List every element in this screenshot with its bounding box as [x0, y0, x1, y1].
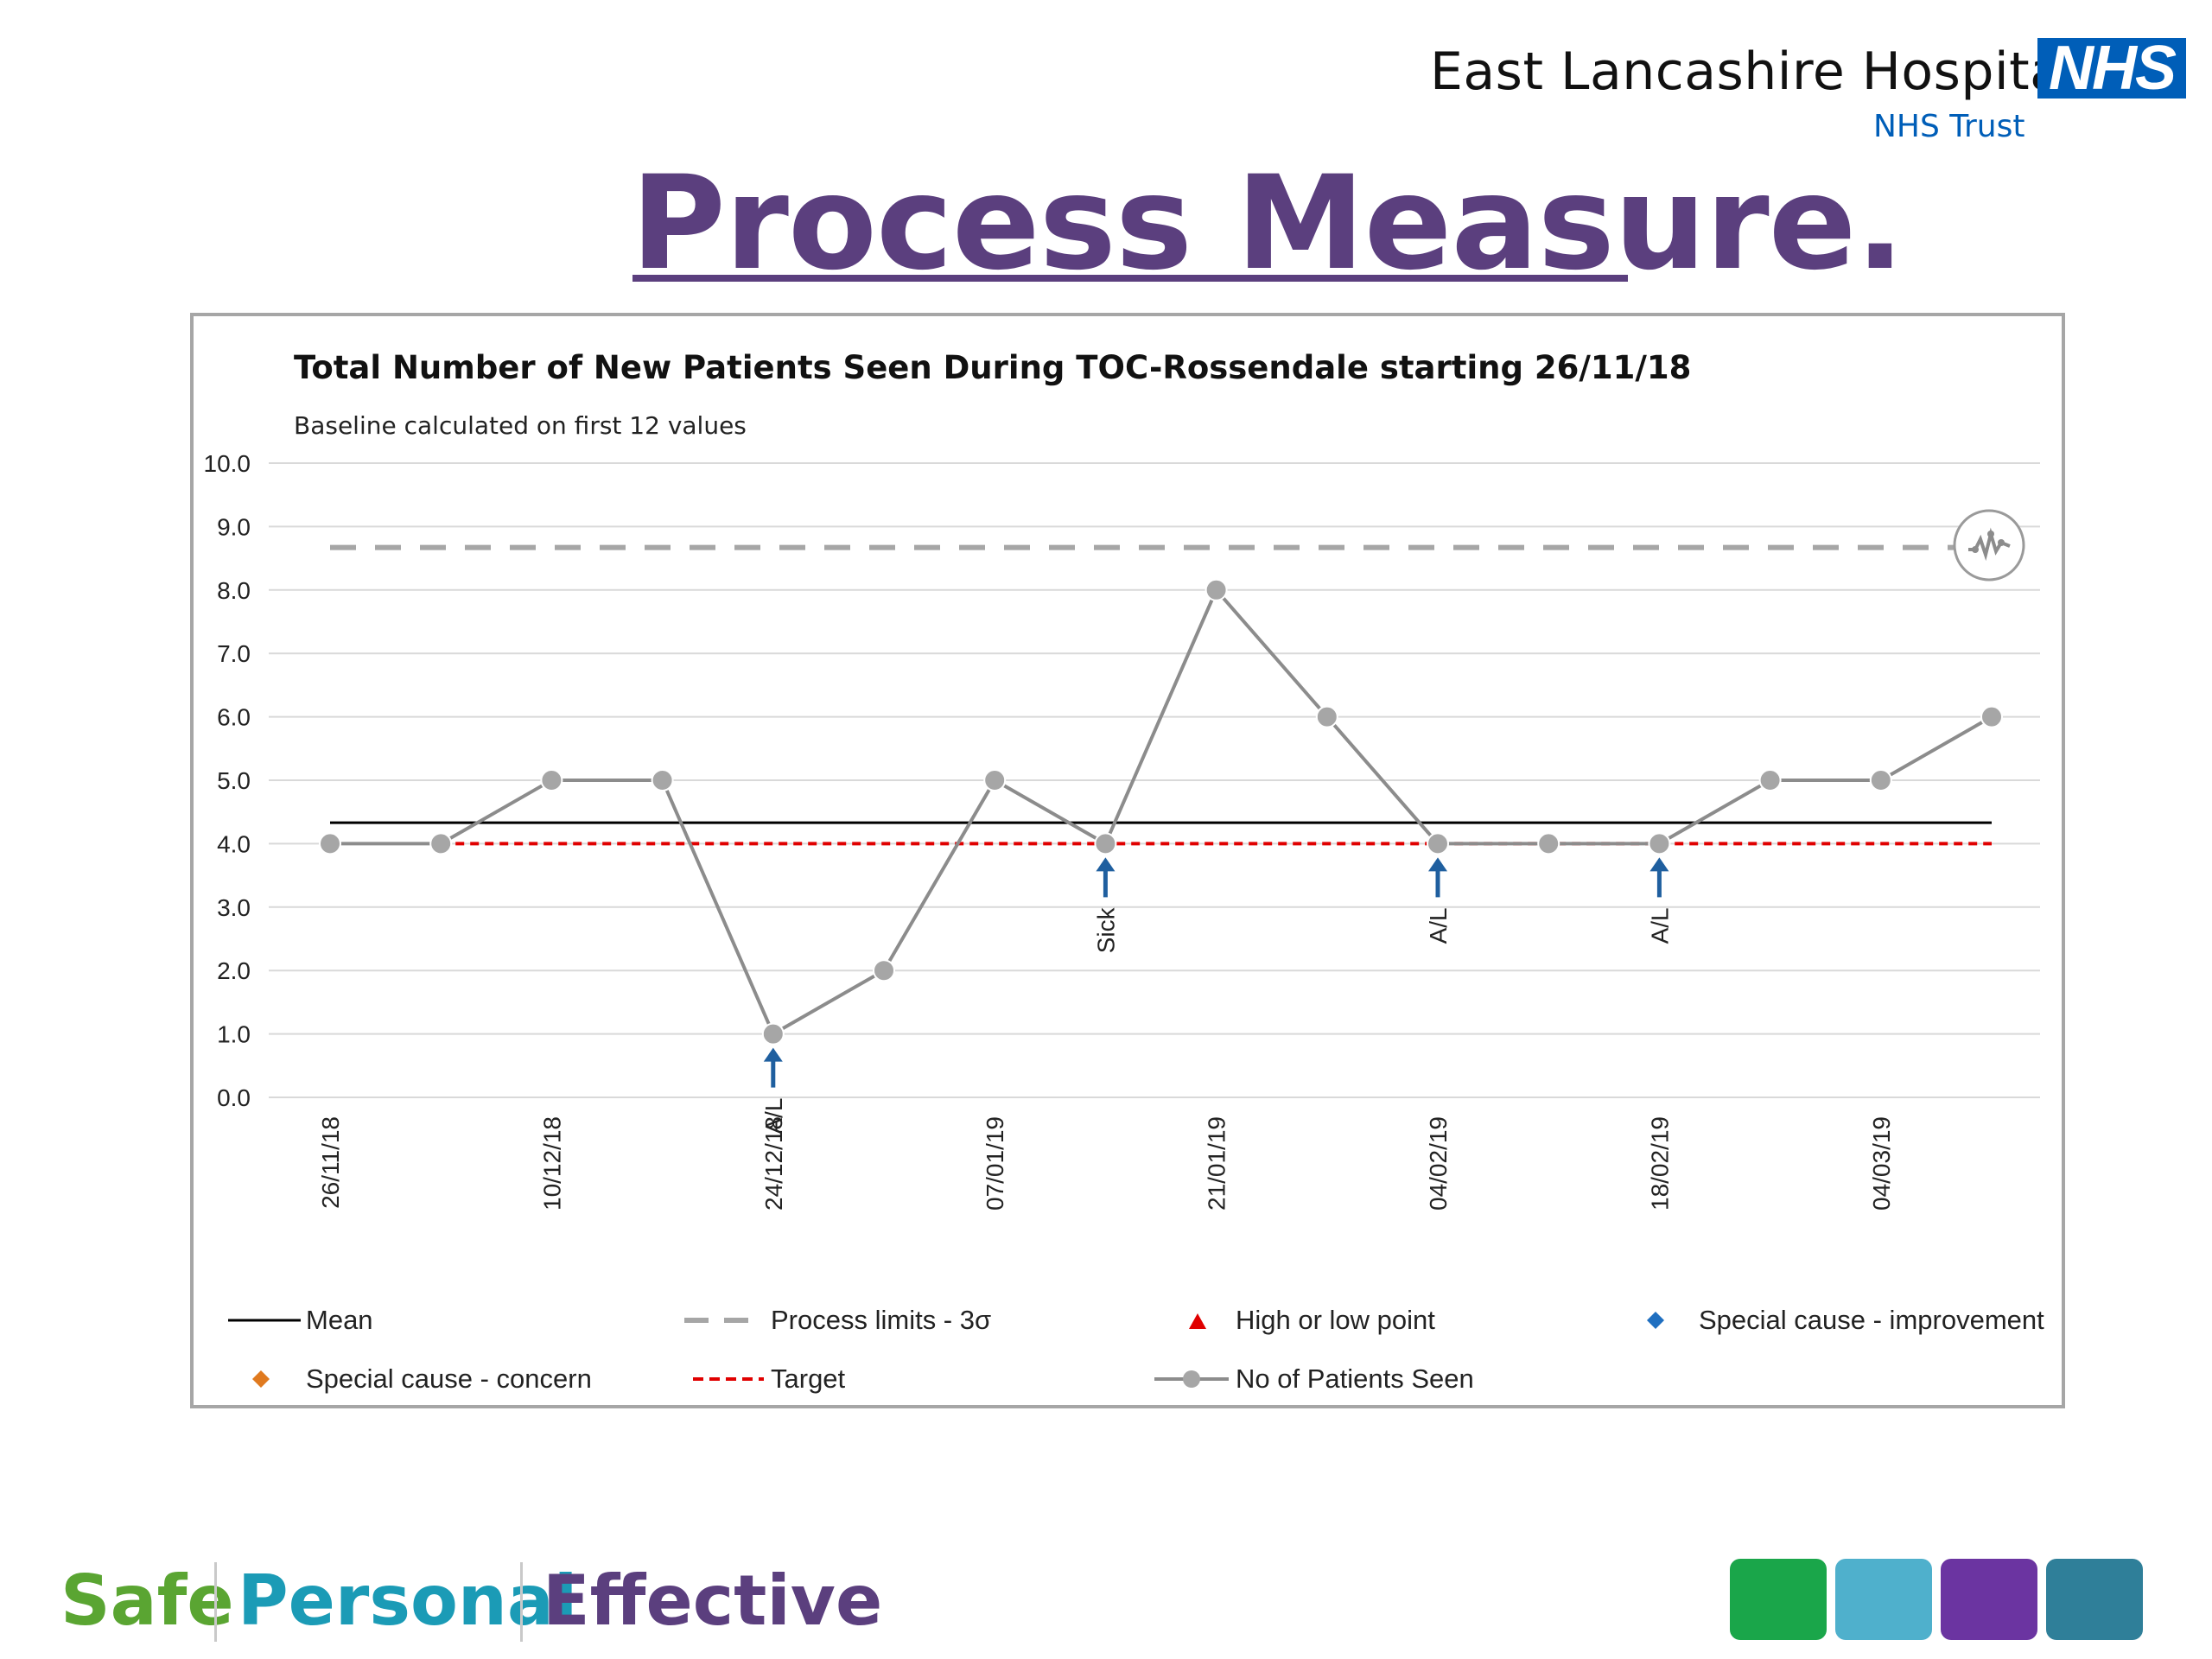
annotation-arrow-head	[1649, 857, 1669, 872]
y-tick-label: 8.0	[217, 577, 251, 604]
data-point	[1537, 832, 1560, 855]
spc-variation-icon-dot	[1998, 539, 2005, 546]
data-point	[1758, 769, 1782, 791]
legend-label: Process limits - 3σ	[771, 1305, 991, 1335]
x-tick-label: 26/11/18	[317, 1116, 344, 1209]
y-tick-label: 5.0	[217, 767, 251, 794]
y-tick-label: 0.0	[217, 1084, 251, 1111]
legend-label: Target	[771, 1363, 846, 1394]
data-point	[1869, 769, 1892, 791]
spc-variation-icon-dot	[1987, 531, 1994, 537]
y-tick-label: 3.0	[217, 894, 251, 921]
chart-frame: Total Number of New Patients Seen During…	[190, 313, 2065, 1408]
data-point	[983, 769, 1007, 791]
x-tick-label: 07/01/19	[982, 1116, 1008, 1211]
data-point	[1315, 705, 1338, 728]
data-point	[540, 769, 563, 791]
footer-separator	[520, 1562, 523, 1642]
data-point	[429, 832, 453, 855]
legend-label: Special cause - improvement	[1699, 1305, 2044, 1335]
colour-swatch-light-blue	[1835, 1559, 1932, 1640]
nhs-logo: NHS	[2037, 37, 2186, 99]
chart-subtitle: Baseline calculated on first 12 values	[294, 411, 747, 440]
legend-swatch-high-low	[1189, 1313, 1206, 1329]
org-subtitle: NHS Trust	[1873, 109, 2025, 144]
x-tick-label: 21/01/19	[1204, 1116, 1230, 1211]
page-title: Process Measure.	[631, 149, 1904, 299]
legend-label: Mean	[306, 1305, 373, 1335]
y-tick-label: 10.0	[204, 450, 251, 477]
annotation-arrow-head	[1096, 857, 1116, 872]
footer-effective: Effective	[543, 1560, 883, 1641]
data-point	[1094, 832, 1117, 855]
annotation-label: A/L	[760, 1098, 787, 1135]
annotation-arrow-head	[1428, 857, 1447, 872]
spc-variation-icon-dot	[1972, 546, 1979, 553]
y-tick-label: 7.0	[217, 640, 251, 667]
data-point	[1205, 578, 1228, 601]
legend-label: No of Patients Seen	[1236, 1363, 1474, 1394]
legend-label: Special cause - concern	[306, 1363, 592, 1394]
colour-swatch-teal	[2046, 1559, 2143, 1640]
footer-personal: Personal	[238, 1560, 578, 1641]
colour-swatch-green	[1730, 1559, 1827, 1640]
y-tick-label: 4.0	[217, 830, 251, 857]
y-tick-label: 9.0	[217, 513, 251, 540]
x-tick-label: 04/03/19	[1868, 1116, 1895, 1211]
chart-title: Total Number of New Patients Seen During…	[294, 349, 1691, 386]
data-point	[1980, 705, 2003, 728]
data-point	[761, 1022, 785, 1046]
x-tick-label: 18/02/19	[1646, 1116, 1673, 1211]
data-point	[1427, 832, 1449, 855]
legend-swatch-patients-dot	[1183, 1370, 1200, 1388]
colour-swatch-purple	[1941, 1559, 2037, 1640]
footer-separator	[214, 1562, 217, 1642]
footer-safe: Safe	[60, 1560, 234, 1641]
annotation-label: A/L	[1646, 907, 1673, 944]
legend-swatch-concern	[252, 1370, 270, 1388]
annotation-label: A/L	[1425, 907, 1452, 944]
data-point	[1648, 832, 1671, 855]
x-tick-label: 10/12/18	[538, 1116, 565, 1211]
x-tick-label: 24/12/18	[760, 1116, 787, 1211]
y-tick-label: 2.0	[217, 957, 251, 984]
data-point	[873, 959, 895, 982]
series-line-patients	[330, 587, 1993, 1037]
x-tick-label: 04/02/19	[1425, 1116, 1452, 1211]
data-point	[319, 832, 341, 855]
legend-swatch-improvement	[1647, 1312, 1664, 1329]
annotation-label: Sick	[1092, 906, 1119, 953]
legend-label: High or low point	[1236, 1305, 1435, 1335]
data-point	[651, 769, 674, 791]
annotation-arrow-head	[763, 1047, 783, 1062]
y-tick-label: 6.0	[217, 704, 251, 731]
y-tick-label: 1.0	[217, 1021, 251, 1048]
title-underline	[632, 275, 1628, 282]
org-name: East Lancashire Hospitals	[1430, 41, 2105, 102]
spc-chart: Total Number of New Patients Seen During…	[204, 349, 2045, 1394]
